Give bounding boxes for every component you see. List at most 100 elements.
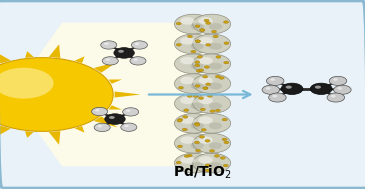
Circle shape [209,102,222,109]
Circle shape [223,21,228,23]
Circle shape [204,66,210,68]
Circle shape [200,108,205,111]
Polygon shape [0,50,11,64]
Circle shape [199,17,213,25]
Circle shape [333,78,338,81]
Circle shape [92,107,108,116]
Polygon shape [49,131,60,145]
Circle shape [281,83,303,94]
Circle shape [215,109,220,112]
Circle shape [223,164,228,167]
Circle shape [191,50,196,53]
Circle shape [191,83,204,90]
Circle shape [193,34,231,54]
Circle shape [101,41,117,49]
Circle shape [195,40,200,43]
Circle shape [209,63,222,70]
Circle shape [133,58,138,61]
Circle shape [174,54,212,74]
Circle shape [331,95,336,98]
FancyArrowPatch shape [149,91,250,98]
Circle shape [191,122,204,129]
Circle shape [109,116,115,119]
Circle shape [180,116,195,124]
Circle shape [286,86,292,89]
Circle shape [121,123,137,131]
Circle shape [176,161,181,164]
Circle shape [195,85,200,87]
Circle shape [214,155,219,157]
Circle shape [187,35,192,38]
Circle shape [203,87,208,89]
Circle shape [124,125,129,127]
Circle shape [205,83,211,86]
Polygon shape [0,125,11,139]
Circle shape [222,118,227,121]
Circle shape [199,116,213,124]
Circle shape [209,83,222,90]
Circle shape [135,43,139,45]
Polygon shape [94,62,118,73]
Circle shape [187,95,192,97]
Circle shape [180,37,195,44]
Circle shape [205,22,211,24]
Circle shape [180,97,195,104]
Circle shape [174,94,212,113]
Circle shape [131,41,147,49]
Circle shape [310,83,332,94]
Circle shape [195,141,200,144]
Circle shape [118,50,124,53]
Circle shape [183,116,188,118]
Circle shape [105,58,110,61]
Circle shape [180,77,195,84]
Circle shape [114,48,134,58]
Circle shape [215,75,220,78]
Circle shape [180,136,195,144]
Circle shape [104,43,109,45]
Circle shape [126,109,131,112]
Circle shape [0,58,113,131]
Circle shape [203,75,208,78]
Circle shape [180,57,195,64]
Circle shape [210,149,215,152]
Circle shape [191,63,204,70]
Circle shape [130,57,146,65]
Circle shape [205,43,211,46]
Circle shape [205,139,210,142]
Circle shape [205,169,210,172]
Circle shape [180,156,195,164]
Circle shape [187,154,192,157]
Polygon shape [115,91,141,98]
Circle shape [193,14,231,34]
Polygon shape [74,56,85,63]
Circle shape [207,94,212,97]
Circle shape [197,56,203,58]
Circle shape [199,136,204,138]
Circle shape [196,70,201,72]
Circle shape [176,43,181,46]
Circle shape [195,40,200,43]
Circle shape [205,164,210,167]
Circle shape [193,94,198,97]
Circle shape [182,128,187,131]
Circle shape [193,114,231,133]
Circle shape [204,19,209,22]
Circle shape [210,110,215,112]
Circle shape [199,97,213,104]
Polygon shape [109,105,122,110]
Polygon shape [25,51,34,58]
Circle shape [216,56,221,58]
Circle shape [334,85,351,94]
Circle shape [191,142,204,149]
Circle shape [195,64,200,67]
Circle shape [209,122,222,129]
Circle shape [193,153,231,173]
Circle shape [180,17,195,25]
Circle shape [191,102,204,109]
Circle shape [211,30,216,33]
Polygon shape [49,44,60,58]
Polygon shape [11,23,204,166]
Circle shape [174,114,212,133]
Polygon shape [109,79,122,84]
Circle shape [176,22,181,25]
